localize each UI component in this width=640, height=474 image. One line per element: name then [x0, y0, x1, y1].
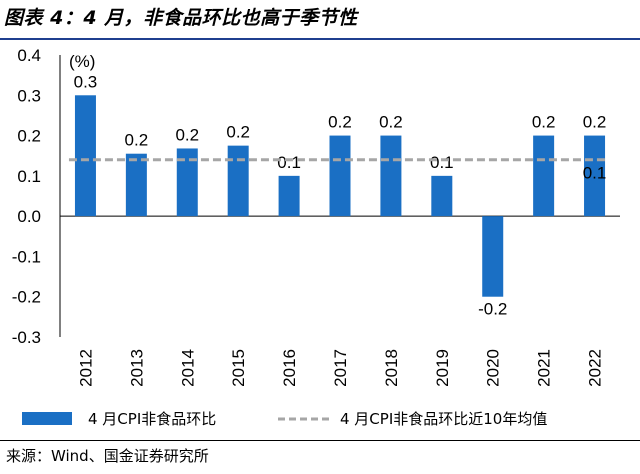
x-tick-label-2022: 2022 [586, 349, 605, 387]
legend-bar-swatch [22, 412, 72, 425]
bar-2022 [584, 135, 606, 217]
bar-label-2015: 0.2 [226, 123, 250, 142]
x-tick-label-2021: 2021 [535, 349, 554, 387]
x-tick-label-2017: 2017 [331, 349, 350, 387]
legend-bar-label: 4 月CPI非食品环比 [88, 410, 216, 428]
bar-2016 [278, 175, 300, 217]
chart-area: 0.40.30.20.10.0-0.1-0.2-0.3(%)0.320120.2… [12, 46, 620, 428]
bar-label-2021: 0.2 [532, 113, 556, 132]
x-tick-label-2015: 2015 [229, 349, 248, 387]
bar-2014 [176, 148, 198, 217]
bar-2020 [482, 216, 504, 297]
chart-title: 图表 4：4 月，非食品环比也高于季节性 [4, 7, 358, 29]
source-note: 来源：Wind、国金证券研究所 [6, 447, 209, 465]
y-tick-label: 0.3 [17, 86, 41, 105]
bar-label-2013: 0.2 [125, 131, 149, 150]
y-tick-label: 0.0 [17, 207, 41, 226]
legend-average-label: 4 月CPI非食品环比近10年均值 [340, 410, 547, 428]
y-unit-label: (%) [69, 52, 95, 71]
bar-2013 [125, 153, 147, 217]
x-tick-label-2013: 2013 [127, 349, 146, 387]
x-tick-label-2012: 2012 [76, 349, 95, 387]
y-tick-label: 0.2 [17, 127, 41, 146]
x-tick-label-2019: 2019 [433, 349, 452, 387]
y-tick-label: 0.1 [17, 167, 41, 186]
source-divider [0, 440, 640, 441]
y-tick-label: -0.2 [12, 288, 41, 307]
x-tick-label-2014: 2014 [178, 349, 197, 387]
average-line-label: 0.1 [583, 164, 607, 183]
y-tick-label: -0.1 [12, 247, 41, 266]
bar-label-2012: 0.3 [74, 72, 98, 91]
bar-label-2020: -0.2 [478, 300, 507, 319]
bar-2012 [74, 95, 96, 217]
x-tick-label-2018: 2018 [382, 349, 401, 387]
y-tick-label: 0.4 [17, 46, 41, 65]
title-divider [0, 38, 640, 40]
bar-2021 [533, 135, 555, 217]
y-tick-label: -0.3 [12, 328, 41, 347]
bar-label-2022: 0.2 [583, 113, 607, 132]
x-tick-label-2016: 2016 [280, 349, 299, 387]
bar-label-2018: 0.2 [379, 113, 403, 132]
bar-label-2017: 0.2 [328, 113, 352, 132]
bar-2015 [227, 145, 249, 217]
bar-2017 [329, 135, 351, 217]
bar-label-2016: 0.1 [277, 153, 301, 172]
bar-2019 [431, 175, 453, 217]
bar-label-2019: 0.1 [430, 153, 454, 172]
bar-2018 [380, 135, 402, 217]
bar-label-2014: 0.2 [175, 125, 199, 144]
x-tick-label-2020: 2020 [484, 349, 503, 387]
